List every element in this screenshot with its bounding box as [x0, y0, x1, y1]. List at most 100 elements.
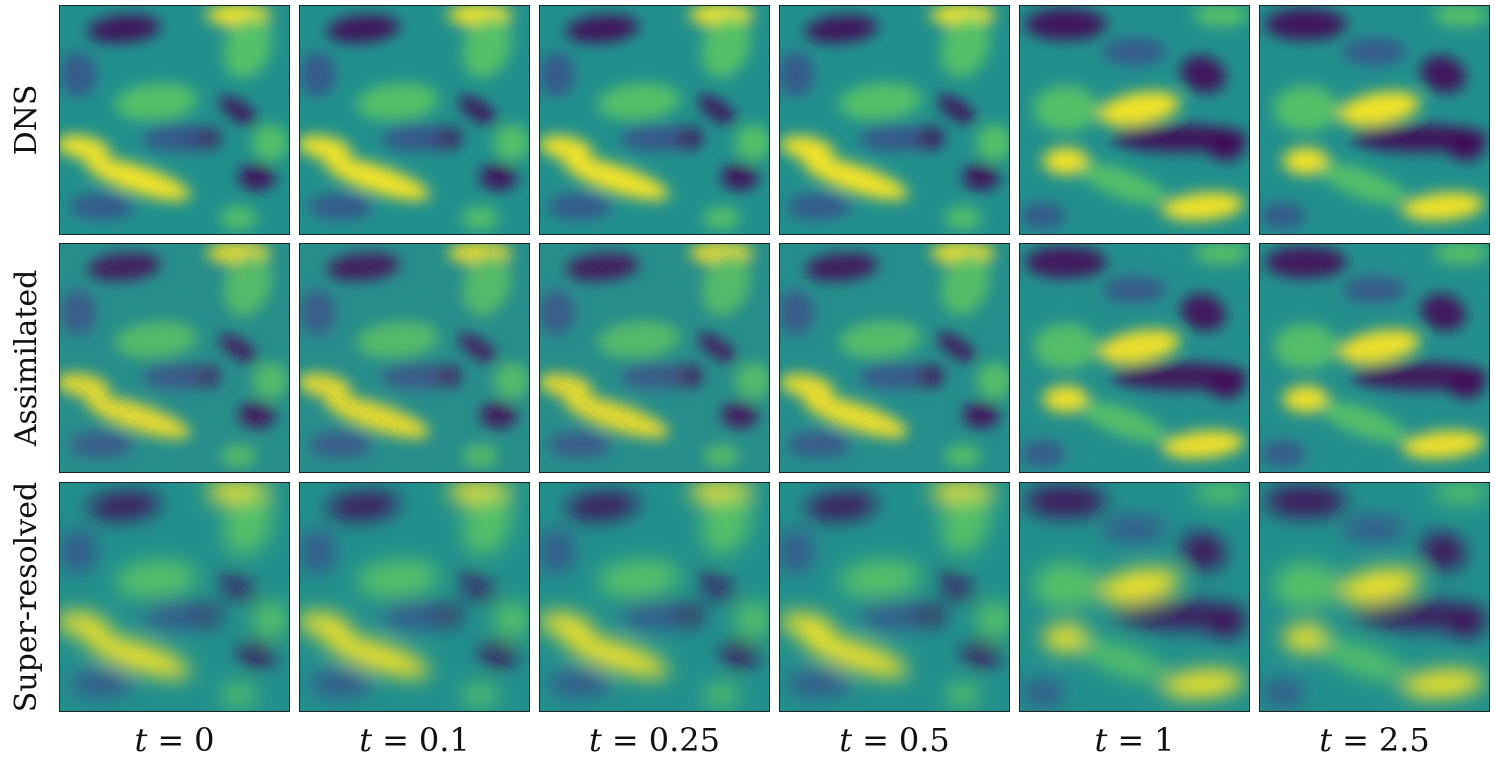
flow-structure [60, 612, 111, 637]
flow-structure [142, 124, 207, 152]
vorticity-field-image [300, 483, 529, 711]
flow-structure [941, 492, 990, 555]
flow-structure [1264, 8, 1348, 41]
equals-sign: = [862, 721, 889, 759]
time-symbol: t [1094, 721, 1108, 759]
flow-structure [462, 15, 512, 78]
field-panel [299, 5, 530, 235]
flow-structure [780, 612, 835, 638]
time-symbol: t [589, 721, 602, 759]
time-value: 2.5 [1378, 721, 1430, 759]
flow-structure [238, 640, 276, 668]
flow-structure [1420, 55, 1466, 94]
flow-structure [1024, 8, 1108, 41]
time-symbol: t [839, 721, 853, 759]
flow-structure [1162, 669, 1245, 698]
flow-structure [1338, 91, 1420, 126]
flow-structure [324, 634, 430, 678]
flow-structure [219, 572, 259, 603]
flow-structure [356, 560, 439, 598]
flow-structure [381, 124, 446, 152]
vorticity-field-image [1260, 6, 1489, 234]
flow-structure [300, 612, 352, 637]
vorticity-field-image [1020, 6, 1249, 234]
flow-structure [859, 124, 925, 152]
flow-structure [1434, 6, 1489, 27]
flow-structure [937, 571, 977, 602]
flow-structure [1180, 55, 1226, 94]
flow-structure [356, 83, 439, 121]
flow-structure [1319, 640, 1407, 682]
flow-structure [697, 571, 737, 602]
flow-structure [859, 601, 925, 629]
field-panel [779, 5, 1010, 235]
flow-structure [326, 14, 400, 43]
flow-structure [220, 206, 257, 230]
flow-structure [1402, 669, 1485, 698]
flow-structure [597, 560, 681, 598]
vorticity-field-image [780, 244, 1009, 472]
flow-structure [1042, 624, 1089, 652]
flow-structure [87, 14, 161, 43]
column-time-label: t = 0.1 [359, 724, 470, 756]
flow-structure [962, 163, 1000, 191]
flow-structure [1020, 202, 1066, 230]
flow-structure [85, 634, 191, 678]
flow-structure [697, 94, 737, 125]
flow-structure [1102, 514, 1167, 543]
time-value: 1 [1154, 721, 1175, 759]
flow-structure [620, 601, 685, 629]
flow-structure [540, 528, 575, 575]
flow-structure [563, 634, 669, 678]
column-time-label: t = 0 [134, 724, 214, 756]
time-symbol: t [359, 721, 373, 759]
flow-structure [565, 14, 639, 43]
flow-structure [1342, 37, 1407, 66]
field-panel [1259, 243, 1490, 473]
flow-structure [563, 157, 669, 201]
flow-structure [115, 83, 198, 121]
vorticity-field-image [780, 483, 1009, 711]
flow-structure [1042, 147, 1089, 175]
flow-structure [1402, 192, 1485, 221]
flow-structure [721, 163, 759, 191]
column-time-label: t = 0.25 [589, 724, 720, 756]
flow-structure [1180, 532, 1226, 571]
flow-structure [493, 601, 529, 639]
row-label: Assimilated [9, 269, 44, 447]
flow-structure [458, 95, 498, 126]
flow-structure [803, 157, 908, 200]
flow-structure [1434, 483, 1489, 504]
flow-structure [115, 560, 198, 598]
field-panel [59, 243, 290, 473]
flow-structure [461, 206, 499, 230]
vorticity-field-image [1020, 483, 1249, 711]
field-panel [1019, 243, 1250, 473]
flow-structure [252, 124, 289, 162]
flow-structure [462, 492, 512, 555]
vorticity-field-image [300, 6, 529, 234]
flow-structure [702, 492, 751, 555]
equals-sign: = [1117, 721, 1145, 759]
vorticity-field-image [60, 6, 289, 234]
flow-structure [142, 601, 207, 629]
time-symbol: t [134, 721, 148, 759]
flow-structure [1207, 133, 1245, 162]
time-value: 0 [194, 721, 215, 759]
flow-structure [597, 83, 681, 121]
flow-structure [1260, 679, 1306, 707]
flow-structure [1194, 483, 1249, 504]
flow-structure [839, 559, 922, 597]
flow-structure [381, 601, 446, 629]
flow-structure [1020, 679, 1066, 707]
flow-structure [1447, 133, 1485, 162]
vorticity-field-image [1020, 244, 1249, 472]
flow-structure [805, 492, 879, 521]
flow-structure [1260, 202, 1306, 230]
flow-structure [1024, 485, 1108, 518]
flow-structure [944, 683, 982, 707]
flow-structure [540, 612, 593, 638]
flow-structure [547, 669, 612, 698]
flow-structure [780, 528, 815, 575]
flow-structure [1282, 624, 1329, 652]
